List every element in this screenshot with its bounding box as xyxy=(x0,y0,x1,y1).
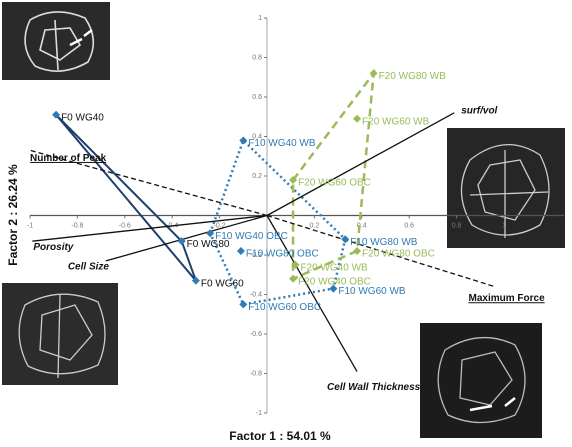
loading-label: Cell Size xyxy=(68,262,110,273)
point-label: F20 WG60 WB xyxy=(362,116,430,127)
y-tick-label: -0.6 xyxy=(250,331,262,338)
point-label: F10 WG40 OBC xyxy=(215,231,288,242)
point-label: F10 WG40 WB xyxy=(248,138,316,149)
point xyxy=(239,300,247,308)
y-tick-label: 0.8 xyxy=(252,54,262,61)
y-tick-label: -1 xyxy=(256,410,262,417)
point xyxy=(239,136,247,144)
micrograph xyxy=(2,2,110,80)
micrograph xyxy=(420,323,542,438)
point-label: F20 WG40 WB xyxy=(300,263,368,274)
point-label: F10 WG60 OBC xyxy=(248,302,321,313)
loading-label: Maximum Force xyxy=(469,293,546,304)
point-label: F0 WG40 xyxy=(61,112,104,123)
y-tick-label: 0.6 xyxy=(252,94,262,101)
chart: Factor 1 : 54.01 % Factor 2 : 26.24 % -1… xyxy=(0,0,572,447)
y-tick-label: 1 xyxy=(258,15,262,22)
loading-label: Number of Peak xyxy=(30,153,107,164)
point xyxy=(289,275,297,283)
y-tick-label: -0.8 xyxy=(250,370,262,377)
point-label: F20 WG60 OBC xyxy=(298,178,371,189)
point-label: F10 WG60 WB xyxy=(338,286,406,297)
point xyxy=(353,247,361,255)
y-tick-label: -0.4 xyxy=(250,291,262,298)
x-tick-label: -0.8 xyxy=(71,222,83,229)
y-axis-title: Factor 2 : 26.24 % xyxy=(6,164,20,266)
point-label: F20 WG80 OBC xyxy=(362,249,435,260)
point-label: F20 WG40 OBC xyxy=(298,276,371,287)
micrograph xyxy=(447,128,565,248)
point xyxy=(370,69,378,77)
point-label: F0 WG60 xyxy=(201,278,244,289)
point-label: F20 WG80 WB xyxy=(379,71,447,82)
loading-label: Porosity xyxy=(33,242,73,253)
loading-label: Cell Wall Thickness xyxy=(327,382,421,393)
point xyxy=(353,115,361,123)
x-tick-label: 1 xyxy=(502,222,506,229)
x-axis-title: Factor 1 : 54.01 % xyxy=(229,429,331,443)
x-tick-label: -0.6 xyxy=(119,222,131,229)
micrograph xyxy=(2,283,118,385)
point-label: F10 WG80 WB xyxy=(350,237,418,248)
x-tick-label: 0.2 xyxy=(310,222,320,229)
x-tick-label: -1 xyxy=(27,222,33,229)
point-label: F10 WG80 OBC xyxy=(246,249,319,260)
x-tick-label: 0.8 xyxy=(452,222,462,229)
y-tick-label: 0.2 xyxy=(252,173,262,180)
x-tick-label: 0.6 xyxy=(404,222,414,229)
loading-label: surf/vol xyxy=(461,105,497,116)
point xyxy=(237,247,245,255)
